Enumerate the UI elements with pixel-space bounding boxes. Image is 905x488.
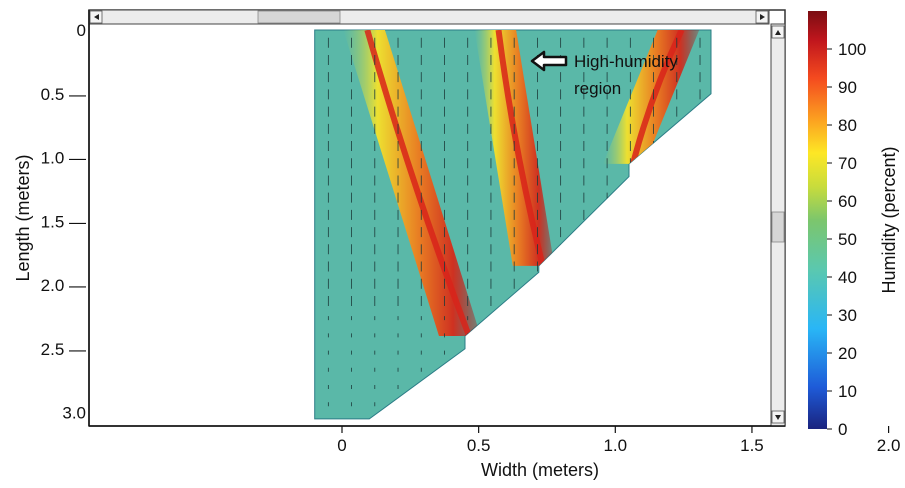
- annotation-line-1: High-humidity: [574, 52, 678, 71]
- annotation-line-2: region: [574, 79, 621, 98]
- scroll-left-arrow-icon: [94, 14, 99, 20]
- colorbar: 0 10 20 30 40 50 60 70 80 90 100 Humidity (percent…: [808, 11, 899, 439]
- scroll-down-arrow-icon: [775, 415, 781, 420]
- colorbar-tick-label: 70: [838, 154, 857, 173]
- high-humidity-annotation: High-humidity region: [530, 50, 678, 98]
- y-tick-label: 2.0 —: [41, 276, 86, 295]
- y-tick-label: 2.5 —: [41, 340, 86, 359]
- colorbar-label: Humidity (percent): [879, 146, 899, 293]
- scroll-right-arrow-icon: [760, 14, 765, 20]
- vertical-scrollbar[interactable]: [770, 23, 786, 427]
- x-tick-label: 0: [337, 436, 346, 455]
- colorbar-tick-label: 100: [838, 40, 866, 59]
- y-tick-label: 3.0: [62, 404, 86, 423]
- annotation-arrow-icon: [530, 50, 568, 72]
- colorbar-tick-label: 40: [838, 268, 857, 287]
- colorbar-tick-label: 20: [838, 344, 857, 363]
- y-axis-title: Length (meters): [13, 154, 33, 281]
- colorbar-tick-label: 90: [838, 78, 857, 97]
- colorbar-gradient: [808, 11, 827, 429]
- colorbar-tick-label: 80: [838, 116, 857, 135]
- axes: [88, 10, 785, 427]
- x-tick-label: 1.5: [740, 436, 764, 455]
- x-tick-label: 1.0: [603, 436, 627, 455]
- colorbar-tick-label: 0: [838, 420, 847, 439]
- scroll-up-arrow-icon: [775, 30, 781, 35]
- vertical-scroll-thumb[interactable]: [771, 211, 785, 243]
- horizontal-scroll-thumb[interactable]: [257, 10, 341, 24]
- humidity-band-core-2: [495, 30, 546, 267]
- humidity-band-core-3: [364, 30, 472, 338]
- colorbar-tick-label: 30: [838, 306, 857, 325]
- horizontal-scrollbar[interactable]: [88, 9, 770, 25]
- colorbar-tick-label: 10: [838, 382, 857, 401]
- colorbar-tick-label: 50: [838, 230, 857, 249]
- y-tick-label: 1.0 —: [41, 149, 86, 168]
- y-tick-label: 0: [77, 21, 86, 40]
- x-axis-title: Width (meters): [481, 460, 599, 480]
- y-tick-label: 0.5 —: [41, 85, 86, 104]
- y-tick-label: 1.5 —: [41, 212, 86, 231]
- colorbar-tick-label: 60: [838, 192, 857, 211]
- x-tick-label: 2.0: [877, 436, 901, 455]
- x-tick-label: 0.5: [467, 436, 491, 455]
